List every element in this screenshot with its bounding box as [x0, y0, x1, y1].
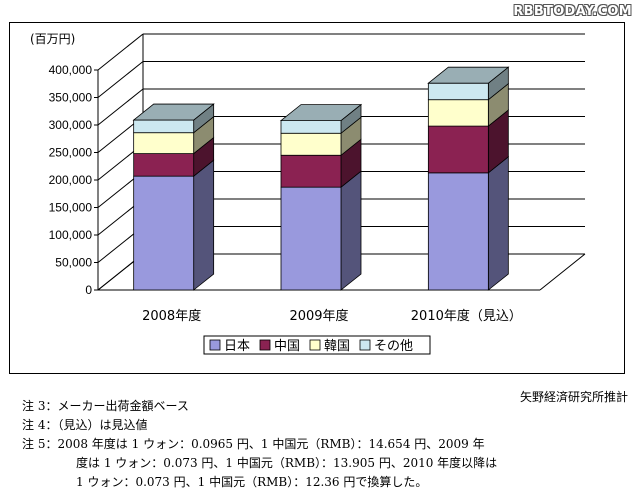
bar-2-4-front	[280, 120, 342, 134]
notes: 注 3：メーカー出荷金額ベース 注 4：（見込）は見込値 注 5：2008 年度…	[22, 397, 582, 492]
legend-swatch	[359, 339, 371, 351]
bar-2-3-front	[280, 132, 342, 156]
side-wall-grid-diagonal	[97, 33, 144, 71]
legend-swatch	[309, 339, 321, 351]
x-category-label: 2010年度（見込）	[411, 308, 522, 324]
bar-1-2-front	[133, 153, 195, 177]
y-tick-label: 300,000	[49, 118, 93, 132]
bar-1-1-side	[193, 159, 215, 291]
source-credit: 矢野経済研究所推計	[519, 390, 628, 404]
watermark: RBBTODAY.COM	[513, 4, 632, 19]
y-tick-label: 0	[85, 283, 92, 297]
legend-label: その他	[374, 339, 413, 354]
y-tick-label: 350,000	[49, 91, 93, 105]
bar-1-4-top	[132, 103, 215, 121]
legend-label: 中国	[274, 339, 300, 354]
bar-3-1-side	[487, 156, 509, 291]
bar-2-1-side	[340, 170, 362, 291]
y-tick-label: 150,000	[49, 201, 93, 215]
floor-right-edge	[539, 253, 586, 291]
bar-3-3-front	[427, 99, 489, 127]
y-tick-label: 100,000	[49, 228, 93, 242]
x-category-label: 2009年度	[289, 308, 348, 324]
note-5-line-2: 度は 1 ウォン：0.073 円、1 中国元（RMB）：13.905 円、201…	[76, 456, 498, 470]
bar-2-2-front	[280, 154, 342, 188]
bar-2-4-top	[279, 104, 363, 121]
bar-1-1-front	[133, 175, 195, 291]
bar-2-1-front	[280, 186, 342, 291]
bar-3-2-front	[427, 125, 489, 174]
note-5-line-1: 注 5：2008 年度は 1 ウォン：0.0965 円、1 中国元（RMB）：1…	[22, 437, 485, 451]
bar-3-1-front	[427, 172, 489, 291]
legend-swatch	[209, 339, 221, 351]
bar-3-4-top	[427, 66, 510, 84]
y-tick-label: 50,000	[55, 256, 92, 270]
side-wall-grid-diagonal	[97, 61, 144, 98]
side-wall-grid-diagonal	[97, 88, 144, 126]
bar-1-3-front	[133, 132, 195, 154]
note-4: 注 4：（見込）は見込値	[22, 418, 148, 432]
x-category-label: 2008年度	[142, 308, 201, 324]
y-tick-label: 250,000	[49, 146, 93, 160]
note-5-line-3: 1 ウォン：0.073 円、1 中国元（RMB）：12.36 円で換算した。	[76, 475, 428, 489]
bar-1-4-front	[133, 119, 195, 134]
y-unit-label: (百万円)	[30, 32, 76, 46]
note-3: 注 3：メーカー出荷金額ベース	[22, 399, 189, 413]
y-tick-label: 400,000	[49, 63, 93, 77]
legend-label: 日本	[224, 339, 250, 354]
y-tick-label: 200,000	[49, 173, 93, 187]
legend-swatch	[259, 339, 271, 351]
legend-label: 韓国	[324, 339, 350, 354]
bar-3-4-front	[427, 82, 489, 101]
